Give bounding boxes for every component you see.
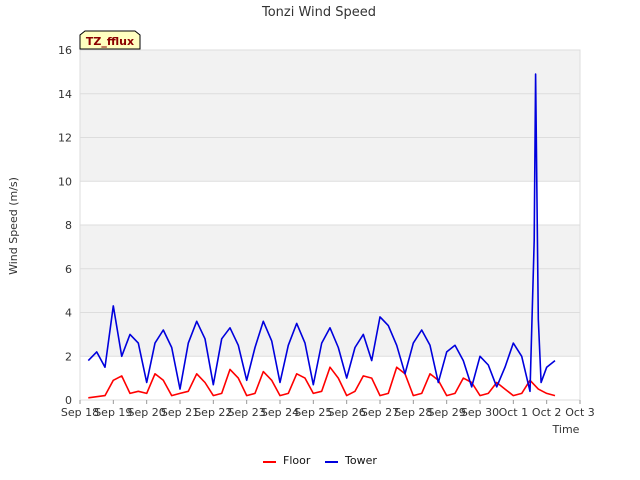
y-tick-label: 4 <box>65 307 72 320</box>
y-axis-label: Wind Speed (m/s) <box>7 177 20 275</box>
x-tick-label: Sep 24 <box>261 406 299 419</box>
x-tick-label: Sep 27 <box>361 406 399 419</box>
x-tick-label: Oct 3 <box>565 406 595 419</box>
x-tick-label: Sep 26 <box>328 406 366 419</box>
annotation-tag: TZ_fflux <box>79 30 141 50</box>
y-tick-label: 2 <box>65 350 72 363</box>
y-tick-label: 10 <box>58 175 72 188</box>
series-line-floor <box>88 366 556 399</box>
y-tick-label: 8 <box>65 219 72 232</box>
y-tick-label: 0 <box>65 394 72 407</box>
y-tick-label: 12 <box>58 132 72 145</box>
x-tick-label: Sep 20 <box>128 406 166 419</box>
x-tick-label: Sep 23 <box>228 406 266 419</box>
plot-band <box>80 268 580 313</box>
gridlines <box>80 49 580 401</box>
x-tick-label: Sep 21 <box>161 406 199 419</box>
x-tick-label: Sep 18 <box>61 406 99 419</box>
legend: Floor Tower <box>263 454 377 467</box>
series-line-tower <box>87 73 556 393</box>
plot-band-shaded <box>80 312 580 357</box>
y-tick-label: 6 <box>65 263 72 276</box>
plot-band <box>80 356 580 400</box>
x-tick-label: Sep 19 <box>94 406 132 419</box>
plot-band-shaded <box>80 225 580 269</box>
chart-title: Tonzi Wind Speed <box>261 5 376 20</box>
x-tick-label: Sep 30 <box>461 406 499 419</box>
x-tick-label: Oct 1 <box>499 406 529 419</box>
annotation-text: TZ_fflux <box>86 35 134 48</box>
plot-band-shaded <box>80 50 580 94</box>
x-tick-label: Sep 29 <box>428 406 466 419</box>
plot-band-shaded <box>80 137 580 182</box>
y-tick-label: 14 <box>58 88 72 101</box>
plot-band <box>80 181 580 225</box>
legend-label-floor: Floor <box>283 454 311 467</box>
plot-background <box>79 49 581 401</box>
x-tick-label: Sep 25 <box>294 406 332 419</box>
plot-band <box>80 93 580 138</box>
series-lines <box>87 73 556 399</box>
annotation-box <box>79 30 141 50</box>
x-tick-label: Sep 28 <box>394 406 432 419</box>
y-axis-ticks: 0 2 4 6 8 10 12 14 16 <box>58 44 72 407</box>
x-tick-label: Oct 2 <box>532 406 562 419</box>
legend-label-tower: Tower <box>344 454 377 467</box>
x-tick-label: Sep 22 <box>194 406 232 419</box>
y-tick-label: 16 <box>58 44 72 57</box>
x-axis-label: Time <box>552 423 580 436</box>
